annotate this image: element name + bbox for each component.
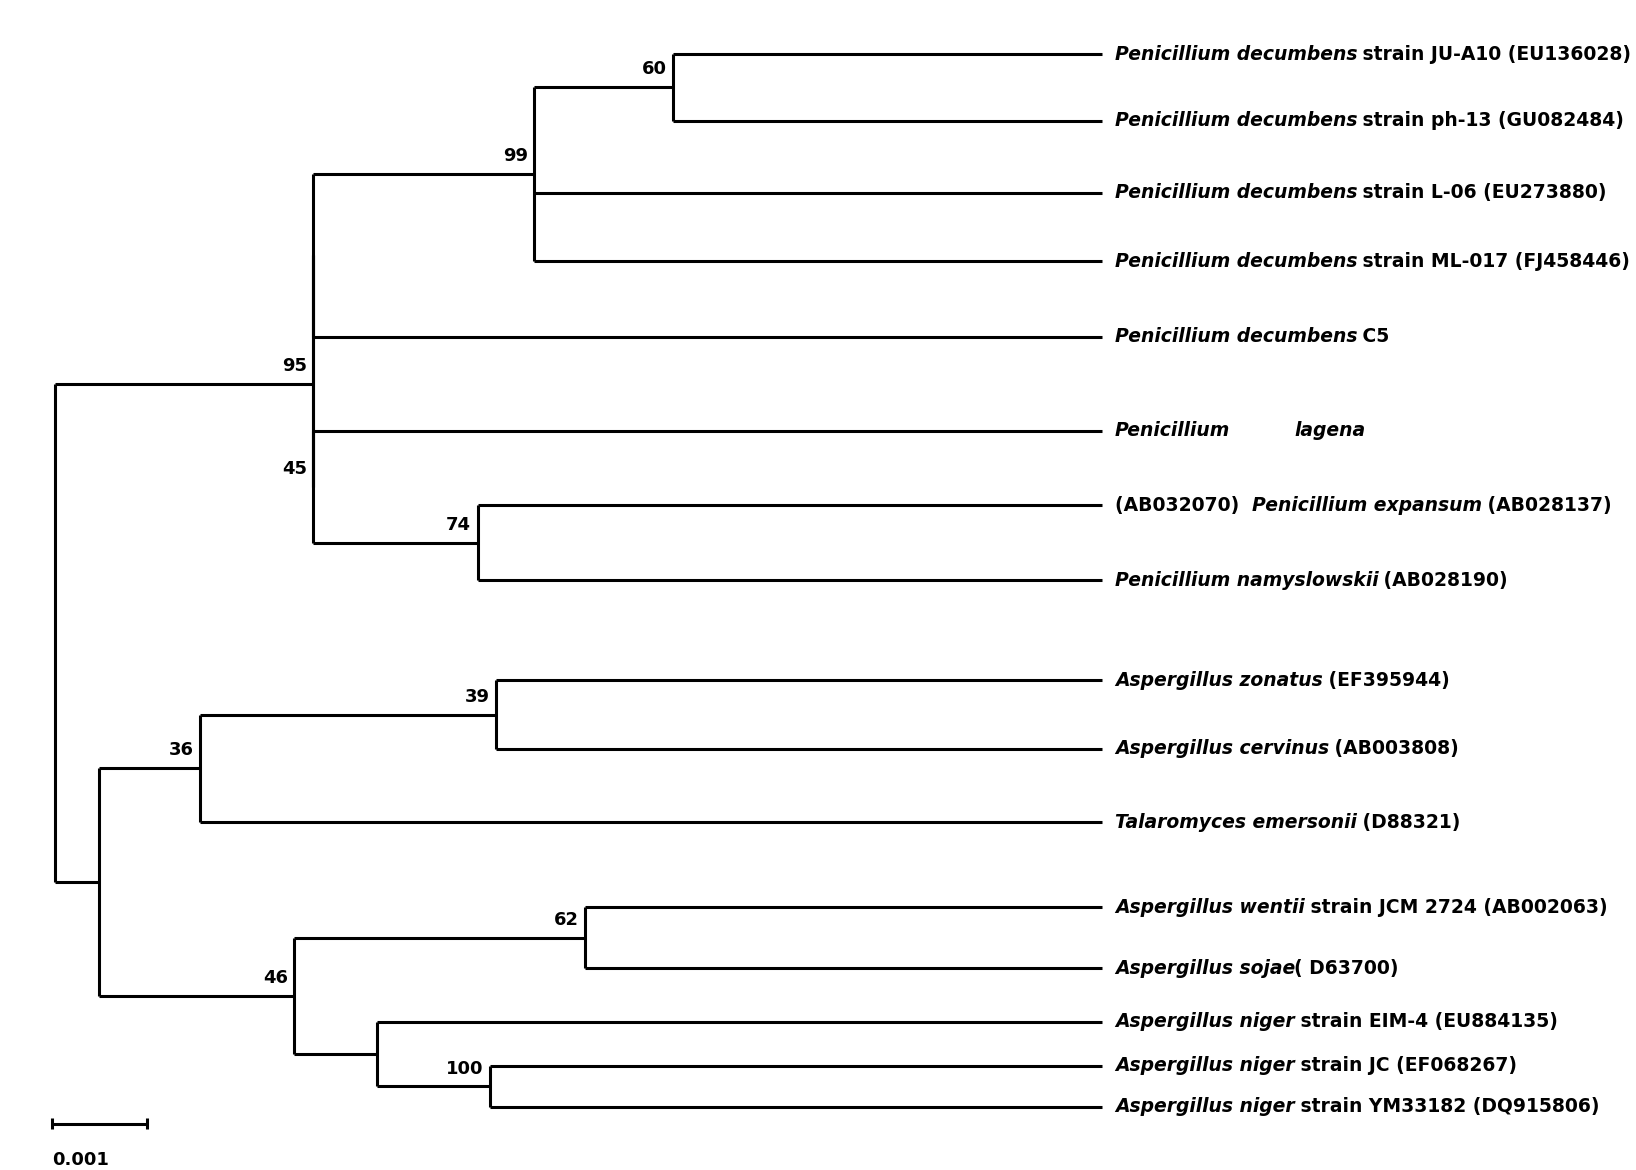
Text: 46: 46 — [263, 969, 288, 987]
Text: Talaromyces emersonii: Talaromyces emersonii — [1116, 812, 1356, 832]
Text: lagena: lagena — [1294, 421, 1366, 440]
Text: 74: 74 — [447, 516, 471, 534]
Text: Aspergillus niger: Aspergillus niger — [1116, 1057, 1294, 1075]
Text: Aspergillus niger: Aspergillus niger — [1116, 1012, 1294, 1031]
Text: ( D63700): ( D63700) — [1294, 959, 1399, 978]
Text: strain YM33182 (DQ915806): strain YM33182 (DQ915806) — [1294, 1097, 1600, 1116]
Text: strain JU-A10 (EU136028): strain JU-A10 (EU136028) — [1356, 44, 1631, 63]
Text: Aspergillus wentii: Aspergillus wentii — [1116, 897, 1306, 917]
Text: Aspergillus sojae: Aspergillus sojae — [1116, 959, 1296, 978]
Text: (AB003808): (AB003808) — [1328, 739, 1459, 758]
Text: 60: 60 — [641, 61, 667, 78]
Text: strain EIM-4 (EU884135): strain EIM-4 (EU884135) — [1294, 1012, 1557, 1031]
Text: 99: 99 — [502, 147, 528, 165]
Text: 0.001: 0.001 — [52, 1151, 110, 1169]
Text: 95: 95 — [281, 357, 308, 374]
Text: strain JCM 2724 (AB002063): strain JCM 2724 (AB002063) — [1304, 897, 1608, 917]
Text: 36: 36 — [169, 742, 193, 759]
Text: Aspergillus niger: Aspergillus niger — [1116, 1097, 1294, 1116]
Text: (AB028190): (AB028190) — [1378, 571, 1508, 590]
Text: Penicillium decumbens: Penicillium decumbens — [1116, 44, 1358, 63]
Text: Penicillium expansum: Penicillium expansum — [1252, 496, 1482, 515]
Text: Aspergillus zonatus: Aspergillus zonatus — [1116, 670, 1324, 689]
Text: strain JC (EF068267): strain JC (EF068267) — [1294, 1057, 1517, 1075]
Text: Penicillium namyslowskii: Penicillium namyslowskii — [1116, 571, 1379, 590]
Text: 39: 39 — [465, 688, 491, 706]
Text: (AB032070): (AB032070) — [1116, 496, 1252, 515]
Text: (EF395944): (EF395944) — [1322, 670, 1449, 689]
Text: strain ML-017 (FJ458446): strain ML-017 (FJ458446) — [1356, 252, 1631, 270]
Text: Penicillium decumbens: Penicillium decumbens — [1116, 111, 1358, 130]
Text: (AB028137): (AB028137) — [1481, 496, 1611, 515]
Text: Penicillium decumbens: Penicillium decumbens — [1116, 328, 1358, 346]
Text: Penicillium decumbens: Penicillium decumbens — [1116, 183, 1358, 202]
Text: Aspergillus cervinus: Aspergillus cervinus — [1116, 739, 1328, 758]
Text: Penicillium decumbens: Penicillium decumbens — [1116, 252, 1358, 270]
Text: 62: 62 — [553, 911, 579, 929]
Text: 45: 45 — [281, 460, 308, 477]
Text: strain ph-13 (GU082484): strain ph-13 (GU082484) — [1356, 111, 1625, 130]
Text: (D88321): (D88321) — [1356, 812, 1461, 832]
Text: 100: 100 — [447, 1060, 484, 1078]
Text: strain L-06 (EU273880): strain L-06 (EU273880) — [1356, 183, 1607, 202]
Text: C5: C5 — [1356, 328, 1389, 346]
Text: Penicillium: Penicillium — [1116, 421, 1230, 440]
